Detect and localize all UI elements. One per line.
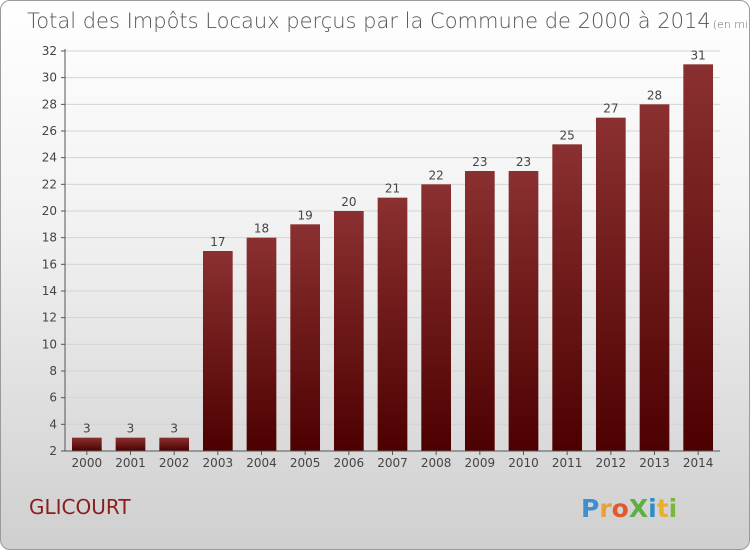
x-tick-label-2013: 2013: [639, 456, 670, 470]
y-tick-label: 22: [42, 177, 57, 191]
y-tick-label: 8: [49, 364, 57, 378]
value-label-2004: 18: [254, 222, 269, 236]
x-tick-label-2004: 2004: [246, 456, 277, 470]
bar-2001: [115, 437, 146, 451]
y-tick-label: 28: [42, 97, 57, 111]
bars: 3 3 3 17 18 19 20 21 22 23 23 25 27 28 31: [71, 48, 714, 452]
chart-unit-note: (en milliers d'€): [713, 18, 749, 31]
y-tick-label: 20: [42, 204, 57, 218]
chart-title: Total des Impôts Locaux perçus par la Co…: [27, 9, 749, 33]
value-label-2011: 25: [560, 128, 575, 142]
y-tick-label: 16: [42, 257, 57, 271]
x-tick-label-2008: 2008: [421, 456, 452, 470]
value-label-2010: 23: [516, 155, 531, 169]
value-label-2003: 17: [210, 235, 225, 249]
x-tick-label-2010: 2010: [508, 456, 539, 470]
value-label-2002: 3: [170, 422, 178, 436]
commune-name: GLICOURT: [29, 495, 131, 519]
bar-2000: [71, 437, 102, 451]
y-tick-label: 12: [42, 311, 57, 325]
x-axis: 2000 2001 2002 2003 2004 2005 2006 2007 2008 2009…: [65, 450, 720, 470]
logo-letter: t: [657, 494, 669, 523]
bar-2010: [508, 171, 539, 451]
value-label-2007: 21: [385, 182, 400, 196]
y-tick-label: 26: [42, 124, 57, 138]
bar-2006: [333, 211, 364, 451]
y-tick-label: 24: [42, 151, 57, 165]
y-tick-label: 30: [42, 71, 57, 85]
y-tick-label: 10: [42, 337, 57, 351]
bar-2014: [683, 64, 714, 452]
chart-title-text: Total des Impôts Locaux perçus par la Co…: [27, 9, 711, 33]
x-tick-label-2003: 2003: [203, 456, 234, 470]
value-label-2012: 27: [603, 102, 618, 116]
bar-2003: [202, 251, 233, 451]
y-tick-label: 2: [49, 444, 57, 458]
logo-letter: i: [648, 494, 657, 523]
x-tick-label-2007: 2007: [377, 456, 408, 470]
logo-letter: r: [599, 494, 612, 523]
y-tick-label: 32: [42, 44, 57, 58]
value-label-2008: 22: [429, 168, 444, 182]
bar-2002: [159, 437, 190, 451]
bar-2009: [464, 171, 495, 451]
value-label-2014: 31: [691, 48, 706, 62]
x-tick-label-2012: 2012: [596, 456, 627, 470]
x-tick-label-2002: 2002: [159, 456, 190, 470]
y-tick-label: 4: [49, 417, 57, 431]
bar-2013: [639, 104, 670, 451]
y-tick-label: 14: [42, 284, 57, 298]
x-tick-label-2006: 2006: [334, 456, 365, 470]
value-label-2000: 3: [83, 422, 91, 436]
x-tick-label-2000: 2000: [72, 456, 103, 470]
x-tick-label-2001: 2001: [115, 456, 146, 470]
logo-letter: X: [629, 494, 648, 523]
logo-letter: o: [612, 494, 629, 523]
bar-2012: [595, 117, 626, 452]
x-tick-label-2011: 2011: [552, 456, 583, 470]
value-label-2001: 3: [127, 422, 135, 436]
value-label-2005: 19: [298, 208, 313, 222]
logo-letter: i: [669, 494, 678, 523]
bar-2004: [246, 237, 277, 451]
proxiti-logo-text: ProXiti: [581, 494, 677, 523]
x-tick-label-2005: 2005: [290, 456, 321, 470]
bar-2005: [290, 224, 321, 451]
value-label-2009: 23: [472, 155, 487, 169]
bar-2008: [421, 184, 452, 452]
y-tick-label: 18: [42, 231, 57, 245]
value-label-2006: 20: [341, 195, 356, 209]
bar-2011: [552, 144, 583, 452]
logo-letter: P: [581, 494, 599, 523]
x-tick-label-2009: 2009: [465, 456, 496, 470]
proxiti-logo: ProXiti: [581, 494, 677, 523]
value-label-2013: 28: [647, 88, 662, 102]
x-tick-label-2014: 2014: [683, 456, 714, 470]
y-tick-label: 6: [49, 391, 57, 405]
bar-2007: [377, 197, 408, 451]
